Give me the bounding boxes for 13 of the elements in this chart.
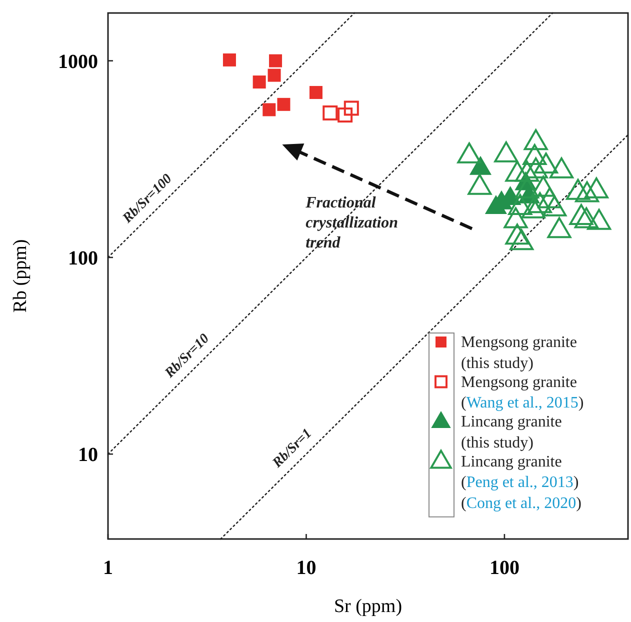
x-axis-title: Sr (ppm) bbox=[334, 596, 402, 617]
legend-label: Mengsong granite (this study) bbox=[461, 334, 577, 372]
x-tick-label: 10 bbox=[296, 557, 316, 579]
x-tick-label: 1 bbox=[103, 557, 113, 579]
legend-label: Mengsong granite (Wang et al., 2015) bbox=[461, 374, 584, 412]
annotation: Fractional crystallization trend bbox=[304, 194, 398, 252]
y-axis-title: Rb (ppm) bbox=[10, 239, 31, 313]
y-tick-label: 1000 bbox=[58, 50, 98, 73]
text: Lincang granite (Peng et al., 2013) (Cong et al., 2020) bbox=[461, 453, 582, 512]
y-tick-label: 10 bbox=[78, 444, 98, 466]
x-tick-label: 100 bbox=[489, 557, 520, 579]
y-tick-label: 100 bbox=[68, 247, 98, 270]
legend-label: Lincang granite (this study) bbox=[461, 414, 562, 452]
